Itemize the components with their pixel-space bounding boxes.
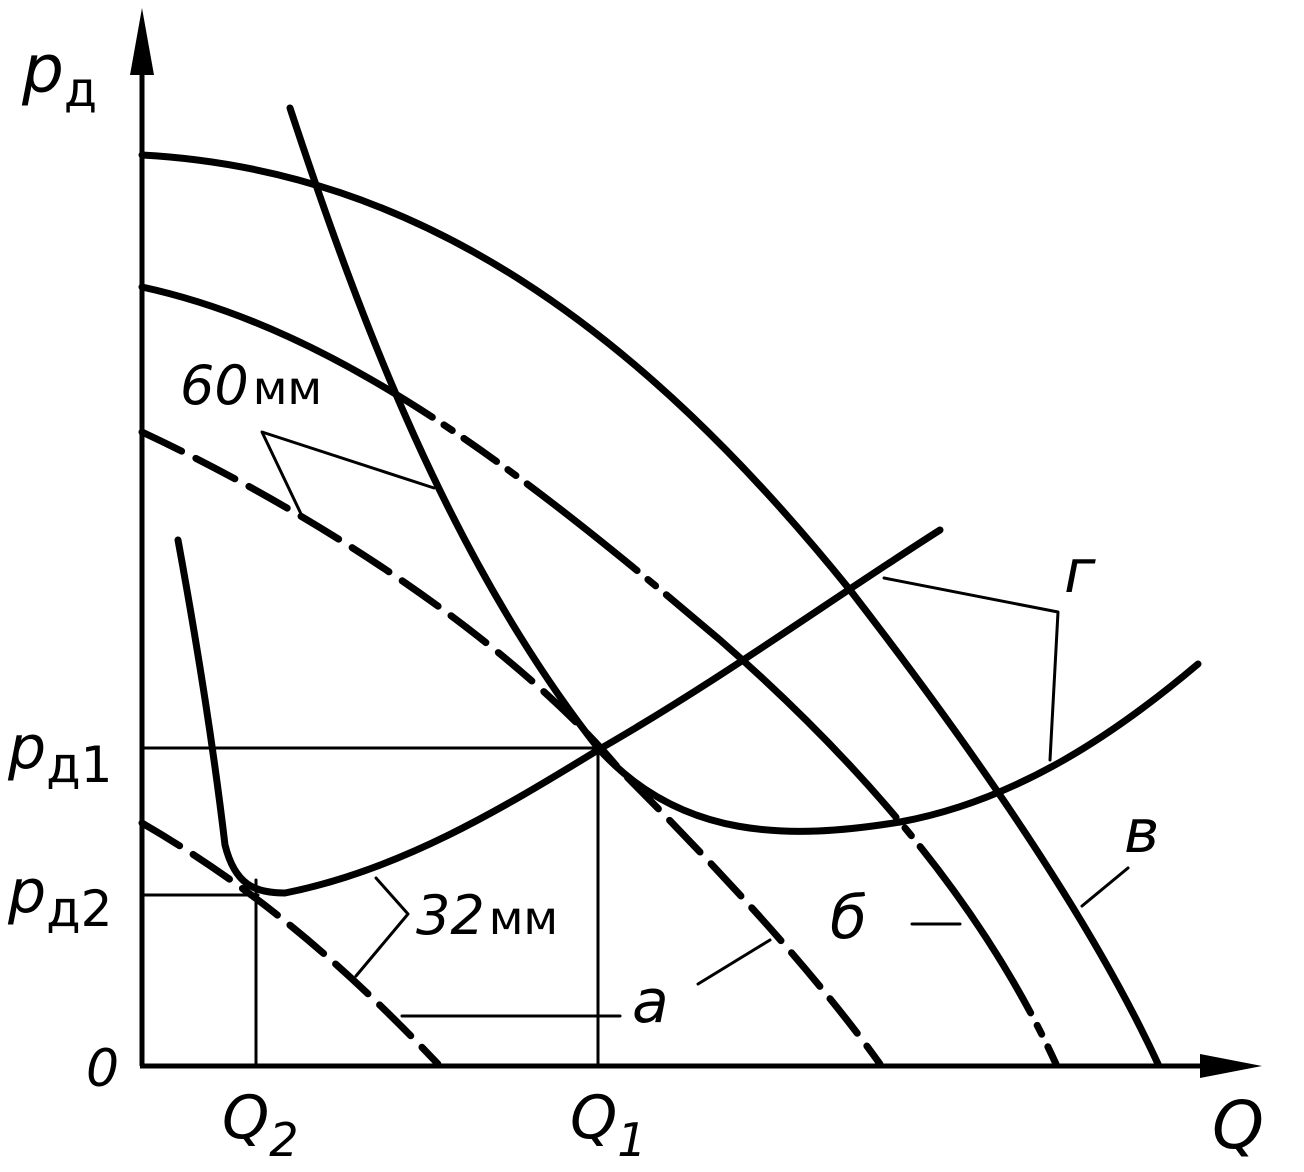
y-axis-label: pд	[21, 31, 97, 118]
tick-pd1: pд1	[7, 713, 112, 794]
network-curve-rising	[174, 526, 944, 897]
network-curve-steep	[286, 104, 1202, 835]
leader-60mm	[260, 430, 436, 518]
curve-b	[138, 283, 1060, 1068]
tick-pd2: pд2	[7, 857, 112, 938]
label-60mm: 60мм	[180, 354, 322, 417]
label-curve-g: г	[1064, 537, 1096, 607]
label-32mm: 32мм	[416, 884, 558, 947]
leader-lines	[260, 430, 1130, 1018]
curve-32mm	[138, 819, 442, 1068]
x-axis-arrow	[1200, 1054, 1262, 1078]
leader-g	[882, 576, 1060, 762]
operating-point-guides	[140, 746, 600, 1068]
origin-label: 0	[86, 1039, 119, 1099]
label-curve-b: б	[830, 883, 867, 953]
x-axis-label: Q	[1212, 1087, 1264, 1164]
y-axis-arrow	[130, 8, 154, 75]
tick-q1: Q1	[570, 1083, 647, 1167]
labels: pд Q 0 pд1 pд2 Q2 Q1 60мм 32мм а б в г	[7, 31, 1264, 1167]
label-curve-v: в	[1124, 797, 1159, 867]
curve-v	[138, 151, 1162, 1068]
label-curve-a: а	[632, 967, 669, 1037]
leader-a-1	[696, 938, 772, 986]
axes	[130, 8, 1262, 1078]
leader-32mm	[354, 876, 410, 978]
tick-q2: Q2	[222, 1083, 299, 1167]
leader-v	[1080, 866, 1130, 908]
